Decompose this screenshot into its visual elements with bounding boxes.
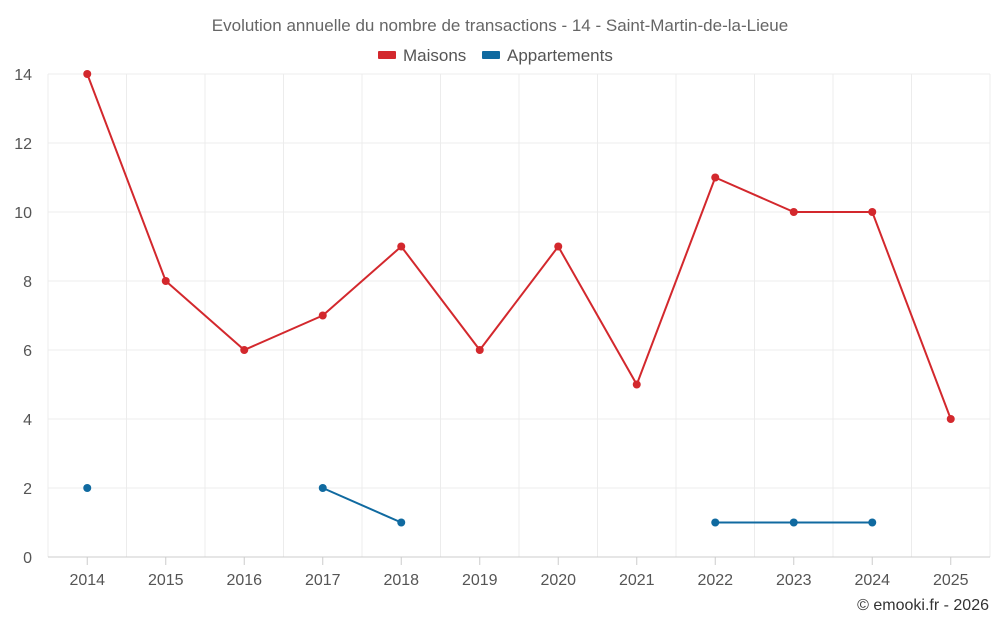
x-tick-label: 2020 [540,572,576,589]
x-tick-label: 2016 [226,572,262,589]
data-point-maisons[interactable] [397,242,406,251]
data-point-appartements[interactable] [83,484,92,492]
legend-swatch-appartements[interactable] [482,51,500,59]
x-tick-label: 2018 [383,572,419,589]
data-point-appartements[interactable] [711,518,720,527]
series-line-appartements [322,487,402,524]
data-point-maisons[interactable] [475,346,484,354]
series-layer [83,70,955,527]
x-tick-label: 2021 [619,572,655,589]
y-tick-label: 14 [14,67,32,84]
data-point-appartements[interactable] [868,518,877,527]
y-tick-label: 4 [23,412,32,429]
vertical-gridlines [47,74,991,557]
data-point-maisons[interactable] [240,346,249,354]
credit-text: © emooki.fr - 2026 [857,597,989,614]
data-point-maisons[interactable] [711,173,720,182]
y-tick-label: 12 [14,136,32,153]
legend: Maisons Appartements [378,46,613,65]
data-point-maisons[interactable] [554,242,563,251]
x-axis-tick-labels: 2014 2015 2016 2017 2018 2019 2020 2021 2022 2023… [69,557,969,589]
data-point-maisons[interactable] [318,311,327,320]
series-line-maisons [86,73,952,420]
y-tick-label: 6 [23,343,32,360]
data-point-maisons[interactable] [161,277,170,285]
y-tick-label: 8 [23,274,32,291]
chart-title: Evolution annuelle du nombre de transact… [212,16,788,35]
data-point-maisons[interactable] [868,208,877,216]
x-tick-label: 2023 [776,572,812,589]
legend-label-appartements[interactable]: Appartements [507,46,613,65]
x-tick-label: 2019 [462,572,498,589]
data-point-maisons[interactable] [789,208,798,216]
data-point-appartements[interactable] [318,484,327,492]
series-appartements [83,484,877,527]
x-tick-label: 2025 [933,572,969,589]
data-point-maisons[interactable] [83,70,92,78]
data-point-maisons[interactable] [632,380,641,389]
legend-swatch-maisons[interactable] [378,51,396,59]
y-tick-label: 2 [23,481,32,498]
data-point-appartements[interactable] [397,518,406,527]
data-point-appartements[interactable] [789,518,798,527]
horizontal-gridlines [48,73,990,489]
x-tick-label: 2024 [854,572,890,589]
data-point-maisons[interactable] [946,415,955,423]
y-tick-label: 10 [14,205,32,222]
series-maisons [83,70,955,423]
y-axis-tick-labels: 0 2 4 6 8 10 12 14 [14,67,32,567]
x-tick-label: 2022 [697,572,733,589]
x-tick-label: 2017 [305,572,341,589]
x-tick-label: 2015 [148,572,184,589]
x-tick-label: 2014 [69,572,105,589]
legend-label-maisons[interactable]: Maisons [403,46,466,65]
y-tick-label: 0 [23,550,32,567]
